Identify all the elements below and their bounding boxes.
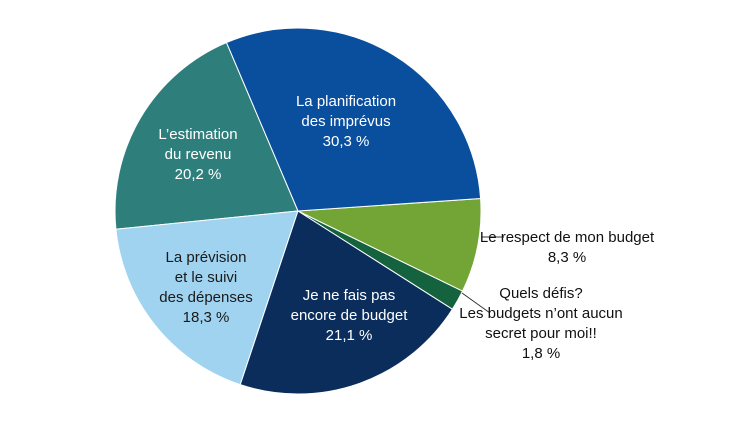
- slice-label: L’estimation du revenu 20,2 %: [158, 125, 237, 185]
- pie-slice: [114, 41, 299, 230]
- value-label: 20,2 %: [174, 166, 222, 183]
- category-label: La prévision et le suivi des dépenses: [159, 249, 253, 306]
- slice-label: Quels défis? Les budgets n’ont aucun sec…: [459, 284, 622, 364]
- value-label: 18,3 %: [182, 309, 230, 326]
- value-label: 21,1 %: [325, 327, 373, 344]
- category-label: L’estimation du revenu: [158, 126, 238, 163]
- value-label: 8,3 %: [547, 249, 587, 266]
- category-label: La planification des imprévus: [295, 93, 397, 130]
- leader-line: [461, 292, 491, 314]
- category-label: Je ne fais pas encore de budget: [290, 287, 408, 324]
- slice-label: La planification des imprévus 30,3 %: [296, 92, 396, 152]
- value-label: 30,3 %: [322, 133, 370, 150]
- pie-slice: [115, 210, 299, 386]
- category-label: Le respect de mon budget: [479, 229, 655, 246]
- slice-label: Le respect de mon budget 8,3 %: [480, 228, 654, 268]
- slice-label: Je ne fais pas encore de budget 21,1 %: [291, 286, 408, 346]
- pie-slice: [296, 197, 482, 292]
- category-label: Quels défis? Les budgets n’ont aucun sec…: [459, 285, 623, 342]
- slice-label: La prévision et le suivi des dépenses 18,…: [159, 248, 252, 328]
- pie-slice: [239, 210, 454, 395]
- pie-slice: [225, 27, 482, 212]
- value-label: 1,8 %: [521, 345, 561, 362]
